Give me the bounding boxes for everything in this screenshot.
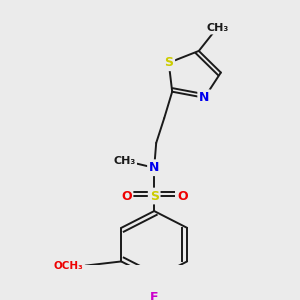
- Text: O: O: [121, 190, 131, 202]
- Text: F: F: [150, 291, 158, 300]
- Text: CH₃: CH₃: [206, 23, 228, 33]
- Text: N: N: [199, 91, 210, 104]
- Text: S: S: [164, 56, 173, 69]
- Text: S: S: [150, 190, 159, 202]
- Text: O: O: [177, 190, 188, 202]
- Text: CH₃: CH₃: [113, 156, 135, 166]
- Text: N: N: [149, 161, 159, 174]
- Text: OCH₃: OCH₃: [53, 261, 83, 271]
